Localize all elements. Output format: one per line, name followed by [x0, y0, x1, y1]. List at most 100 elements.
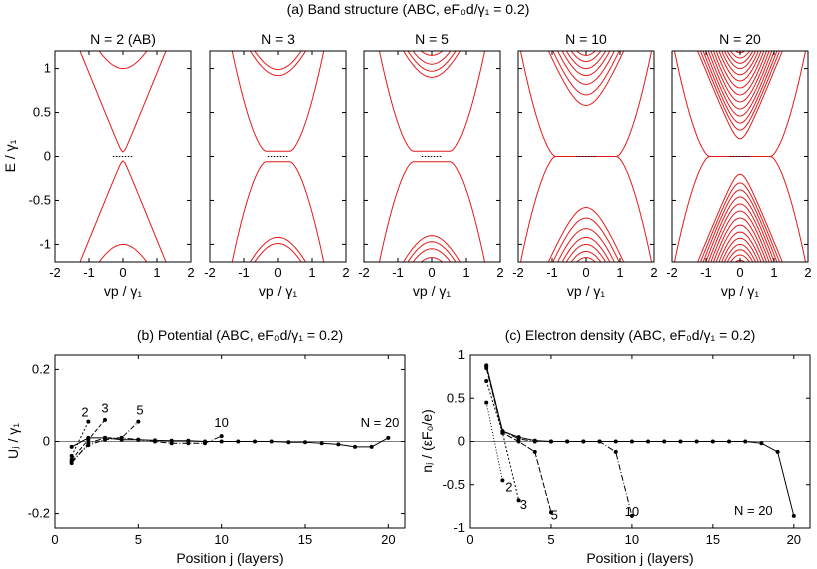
data-point	[500, 429, 505, 434]
x-tick-label: -2	[358, 265, 370, 280]
band-lower-11	[726, 249, 754, 262]
series-label: 10	[214, 415, 228, 430]
band-upper-2	[702, 51, 778, 124]
band-upper-8	[718, 51, 762, 82]
data-point	[678, 439, 683, 444]
series-label: N = 20	[734, 503, 773, 518]
data-point	[103, 417, 107, 422]
data-point	[597, 439, 602, 444]
series-line	[485, 365, 795, 517]
data-point	[743, 439, 748, 444]
subplot-title: N = 2 (AB)	[90, 31, 156, 47]
band-lower-6	[575, 257, 597, 262]
band-lower-1	[699, 182, 781, 262]
panel-c-electron-density: 23 5 10 N = 20 0 5 10 15 20 -1 -0.5 0 0.5 1 Position j…	[419, 347, 811, 566]
data-point	[775, 449, 780, 454]
band-lower-2	[557, 228, 615, 262]
data-point	[532, 438, 537, 443]
x-axis-label: vp / γ₁	[104, 283, 142, 299]
data-point	[269, 439, 274, 444]
data-point	[613, 439, 618, 444]
low-energy-band-upper	[378, 51, 486, 152]
band-lower-1	[552, 217, 620, 262]
low-energy-band-lower	[378, 161, 486, 262]
data-point	[629, 513, 634, 518]
y-tick-label: 0.2	[32, 361, 50, 376]
x-axis-label: Position j (layers)	[586, 550, 693, 566]
bands-10	[519, 51, 653, 262]
band-upper-4	[707, 51, 773, 110]
band-upper-0	[403, 51, 461, 78]
x-tick-label: -2	[666, 265, 678, 280]
x-tick-label: 0	[736, 265, 743, 280]
band-upper-1	[552, 51, 620, 96]
bands-5	[378, 51, 486, 262]
band-lower-5	[570, 250, 602, 262]
series-label: 5	[551, 507, 558, 522]
series-line	[71, 437, 389, 448]
band-lower-4	[565, 243, 607, 262]
y-tick-label: 1	[458, 347, 465, 362]
data-point	[236, 439, 241, 444]
data-point	[484, 378, 489, 383]
x-tick-label: 0	[582, 265, 589, 280]
data-point	[694, 439, 699, 444]
data-point	[69, 444, 74, 449]
low-energy-band-lower	[231, 161, 325, 262]
bands-3	[231, 51, 325, 262]
x-tick-label: -1	[700, 265, 712, 280]
data-point	[484, 400, 489, 405]
data-point	[136, 437, 141, 442]
x-tick-label: 0	[119, 265, 126, 280]
data-point	[69, 461, 74, 466]
x-tick-label: 2	[342, 265, 349, 280]
data-point	[662, 439, 667, 444]
x-axis-label: vp / γ₁	[413, 283, 451, 299]
low-energy-band-upper	[231, 51, 325, 152]
band-lower-3	[561, 236, 611, 262]
x-tick-label: 15	[706, 532, 720, 547]
data-point	[136, 419, 141, 424]
data-point	[629, 439, 634, 444]
data-point	[86, 419, 91, 424]
band-upper-6	[575, 51, 597, 56]
data-point	[516, 435, 521, 440]
y-tick-label: 0	[44, 149, 51, 164]
data-point	[219, 439, 224, 444]
y-tick-label: -1	[453, 520, 465, 535]
y-tick-label: -0.2	[28, 506, 50, 521]
x-tick-label: 10	[625, 532, 639, 547]
data-point	[319, 441, 324, 446]
y-tick-label: -0.5	[29, 192, 51, 207]
band-upper-6	[712, 51, 768, 96]
x-tick-label: 1	[462, 265, 469, 280]
data-point	[203, 439, 207, 444]
data-point	[86, 435, 91, 440]
y-tick-label: 0.5	[447, 390, 465, 405]
x-tick-label: 5	[135, 532, 142, 547]
series-label: 2	[81, 404, 88, 419]
series-label: 10	[625, 504, 639, 519]
band-upper-7	[715, 51, 765, 89]
band-lower-0	[547, 206, 625, 262]
band-upper-5	[570, 51, 602, 63]
band-subplot-2: N = 2 (AB) -2 -1 0 1 2 -1 -0.5 0 0.5 1 vp / γ₁	[29, 31, 195, 299]
x-tick-label: 1	[616, 265, 623, 280]
data-point	[613, 449, 618, 454]
x-tick-label: -2	[512, 265, 524, 280]
x-tick-label: 1	[770, 265, 777, 280]
series-N = 20	[484, 363, 796, 518]
band-lower-3	[705, 196, 775, 262]
data-point	[484, 363, 489, 368]
data-point	[500, 478, 505, 483]
x-tick-label: 20	[381, 532, 395, 547]
y-tick-label: 1	[44, 61, 51, 76]
band-subplot-20: N = 20 -2 -1 0 1 2 vp / γ₁	[666, 31, 811, 299]
y-axis-label: E / γ₁	[2, 139, 18, 172]
band-lower-5	[710, 210, 770, 262]
data-point	[548, 510, 553, 515]
x-tick-label: -1	[546, 265, 558, 280]
low-energy-band-upper	[519, 51, 653, 157]
y-axis-label: Uⱼ / γ₁	[5, 423, 21, 459]
data-point	[386, 435, 391, 440]
